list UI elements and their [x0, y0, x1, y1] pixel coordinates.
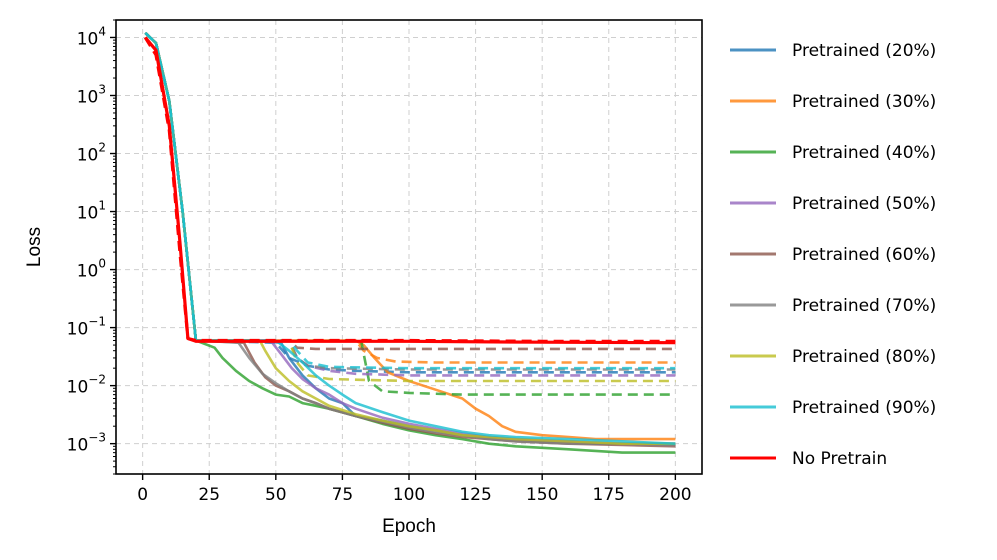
- series-line-dashed: [144, 31, 676, 377]
- legend-label: Pretrained (50%): [792, 194, 936, 214]
- series-line-dashed: [144, 31, 676, 370]
- legend-label: Pretrained (60%): [792, 245, 936, 265]
- series-layer: [143, 31, 676, 454]
- y-tick-label: 10−2: [67, 373, 106, 398]
- x-axis-label: Epoch: [382, 516, 436, 537]
- legend-label: Pretrained (40%): [792, 143, 936, 163]
- series-line: [144, 36, 676, 345]
- series-line-dashed: [144, 31, 676, 371]
- series-line-dashed: [144, 31, 676, 374]
- legend-label: Pretrained (80%): [792, 347, 936, 367]
- y-tick-label: 10−3: [67, 431, 106, 456]
- y-tick-label: 10−1: [67, 315, 106, 340]
- legend-label: Pretrained (30%): [792, 92, 936, 112]
- y-tick-label: 104: [77, 24, 106, 49]
- y-axis-label: Loss: [24, 227, 45, 267]
- x-tick-label: 25: [198, 485, 220, 505]
- x-tick-label: 200: [659, 485, 691, 505]
- y-tick-label: 102: [77, 141, 106, 166]
- legend-label: Pretrained (90%): [792, 398, 936, 418]
- y-tick-label: 100: [77, 257, 106, 282]
- legend-label: No Pretrain: [792, 449, 887, 469]
- x-axis-ticks: 0 25 50 75 100 125 150 175 200: [137, 474, 692, 505]
- y-tick-label: 103: [77, 82, 106, 107]
- legend: Pretrained (20%) Pretrained (30%) Pretrain…: [730, 41, 936, 469]
- series-line: [144, 31, 676, 445]
- x-tick-label: 100: [393, 485, 425, 505]
- x-tick-label: 0: [137, 485, 148, 505]
- series-line: [144, 31, 676, 448]
- series-line-dashed: [143, 36, 676, 343]
- series-line: [144, 31, 676, 441]
- legend-label: Pretrained (70%): [792, 296, 936, 316]
- x-tick-label: 75: [332, 485, 354, 505]
- grid-lines: [116, 20, 702, 474]
- legend-label: Pretrained (20%): [792, 41, 936, 61]
- y-tick-label: 101: [77, 199, 106, 224]
- series-line-dashed: [144, 31, 676, 364]
- series-line: [144, 31, 676, 447]
- y-axis-ticks: 10−3 10−2 10−1 100 101 102 103 104: [67, 19, 116, 475]
- x-tick-label: 150: [526, 485, 558, 505]
- x-tick-label: 125: [459, 485, 491, 505]
- x-tick-label: 175: [593, 485, 625, 505]
- x-tick-label: 50: [265, 485, 287, 505]
- series-line-dashed: [144, 31, 676, 351]
- series-line-dashed: [144, 31, 676, 383]
